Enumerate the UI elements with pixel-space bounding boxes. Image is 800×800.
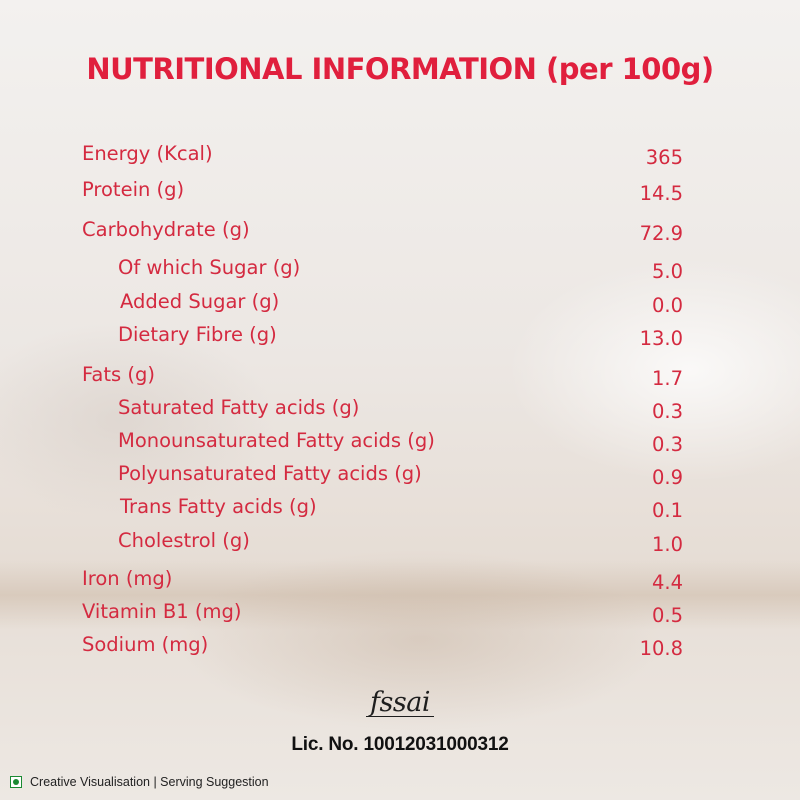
nutrient-value: 1.0 — [651, 533, 683, 556]
nutrient-label: Saturated Fatty acids (g) — [118, 396, 360, 419]
veg-indicator-icon — [10, 776, 22, 788]
fssai-logo: fssai — [0, 689, 800, 717]
nutrient-label: Energy (Kcal) — [82, 142, 213, 165]
nutrient-label: Fats (g) — [82, 363, 155, 386]
footer-text: Creative Visualisation | Serving Suggest… — [30, 775, 269, 789]
nutrient-value: 0.3 — [651, 400, 683, 423]
nutrient-row: Saturated Fatty acids (g) 0.3 — [0, 396, 800, 430]
nutrient-row: Carbohydrate (g) 72.9 — [0, 218, 800, 252]
nutrient-label: Monounsaturated Fatty acids (g) — [118, 429, 435, 452]
nutrient-value: 72.9 — [639, 222, 683, 245]
nutrient-label: Trans Fatty acids (g) — [120, 495, 317, 518]
nutrient-row: Energy (Kcal) 365 — [0, 142, 800, 176]
nutrient-label: Cholestrol (g) — [118, 529, 250, 552]
background-band — [0, 560, 800, 630]
nutrient-row: Cholestrol (g) 1.0 — [0, 529, 800, 563]
nutrient-label: Added Sugar (g) — [120, 290, 280, 313]
page-title: NUTRITIONAL INFORMATION (per 100g) — [86, 52, 714, 86]
nutrient-value: 14.5 — [639, 182, 683, 205]
nutrient-value: 10.8 — [639, 637, 683, 660]
license-number: Lic. No. 10012031000312 — [291, 734, 509, 755]
nutrient-label: Dietary Fibre (g) — [118, 323, 277, 346]
nutrient-label: Sodium (mg) — [82, 633, 209, 656]
nutrient-value: 1.7 — [651, 367, 683, 390]
nutrient-row: Monounsaturated Fatty acids (g) 0.3 — [0, 429, 800, 463]
nutrient-value: 0.5 — [651, 604, 683, 627]
nutrient-row: Added Sugar (g) 0.0 — [0, 290, 800, 324]
nutrient-row: Iron (mg) 4.4 — [0, 567, 800, 601]
nutrient-label: Vitamin B1 (mg) — [82, 600, 242, 623]
nutrient-value: 4.4 — [651, 571, 683, 594]
nutrient-row: Sodium (mg) 10.8 — [0, 633, 800, 667]
nutrient-row: Dietary Fibre (g) 13.0 — [0, 323, 800, 357]
nutrient-value: 365 — [645, 146, 683, 169]
nutrient-label: Iron (mg) — [82, 567, 173, 590]
nutrient-value: 13.0 — [639, 327, 683, 350]
nutrient-row: Protein (g) 14.5 — [0, 178, 800, 212]
nutrient-row: Vitamin B1 (mg) 0.5 — [0, 600, 800, 634]
nutrient-label: Carbohydrate (g) — [82, 218, 250, 241]
nutrient-value: 0.0 — [651, 294, 683, 317]
nutrient-row: Polyunsaturated Fatty acids (g) 0.9 — [0, 462, 800, 496]
nutrient-label: Of which Sugar (g) — [118, 256, 301, 279]
nutrient-row: Fats (g) 1.7 — [0, 363, 800, 397]
nutrient-value: 0.3 — [651, 433, 683, 456]
nutrient-value: 0.1 — [651, 499, 683, 522]
nutrient-row: Trans Fatty acids (g) 0.1 — [0, 495, 800, 529]
footer-note: Creative Visualisation | Serving Suggest… — [10, 773, 269, 791]
nutrient-value: 5.0 — [651, 260, 683, 283]
nutrient-value: 0.9 — [651, 466, 683, 489]
nutrient-row: Of which Sugar (g) 5.0 — [0, 256, 800, 290]
fssai-logo-text: fssai — [366, 689, 434, 717]
nutrient-label: Polyunsaturated Fatty acids (g) — [118, 462, 422, 485]
nutrient-label: Protein (g) — [82, 178, 185, 201]
